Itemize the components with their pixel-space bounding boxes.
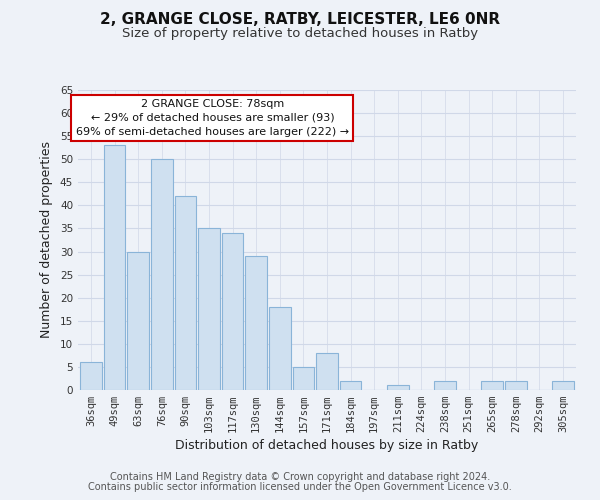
Bar [481, 381, 503, 390]
Bar [293, 367, 314, 390]
Bar [434, 381, 456, 390]
Text: 2 GRANGE CLOSE: 78sqm
← 29% of detached houses are smaller (93)
69% of semi-deta: 2 GRANGE CLOSE: 78sqm ← 29% of detached … [76, 99, 349, 137]
Bar [127, 252, 149, 390]
Bar [80, 362, 102, 390]
Bar [387, 386, 409, 390]
Bar [151, 159, 173, 390]
Bar [245, 256, 267, 390]
Bar [505, 381, 527, 390]
Bar [552, 381, 574, 390]
Bar [104, 146, 125, 390]
Text: 2, GRANGE CLOSE, RATBY, LEICESTER, LE6 0NR: 2, GRANGE CLOSE, RATBY, LEICESTER, LE6 0… [100, 12, 500, 28]
Bar [340, 381, 361, 390]
X-axis label: Distribution of detached houses by size in Ratby: Distribution of detached houses by size … [175, 440, 479, 452]
Bar [269, 307, 290, 390]
Text: Size of property relative to detached houses in Ratby: Size of property relative to detached ho… [122, 28, 478, 40]
Y-axis label: Number of detached properties: Number of detached properties [40, 142, 53, 338]
Text: Contains HM Land Registry data © Crown copyright and database right 2024.: Contains HM Land Registry data © Crown c… [110, 472, 490, 482]
Bar [316, 353, 338, 390]
Bar [175, 196, 196, 390]
Text: Contains public sector information licensed under the Open Government Licence v3: Contains public sector information licen… [88, 482, 512, 492]
Bar [222, 233, 244, 390]
Bar [198, 228, 220, 390]
